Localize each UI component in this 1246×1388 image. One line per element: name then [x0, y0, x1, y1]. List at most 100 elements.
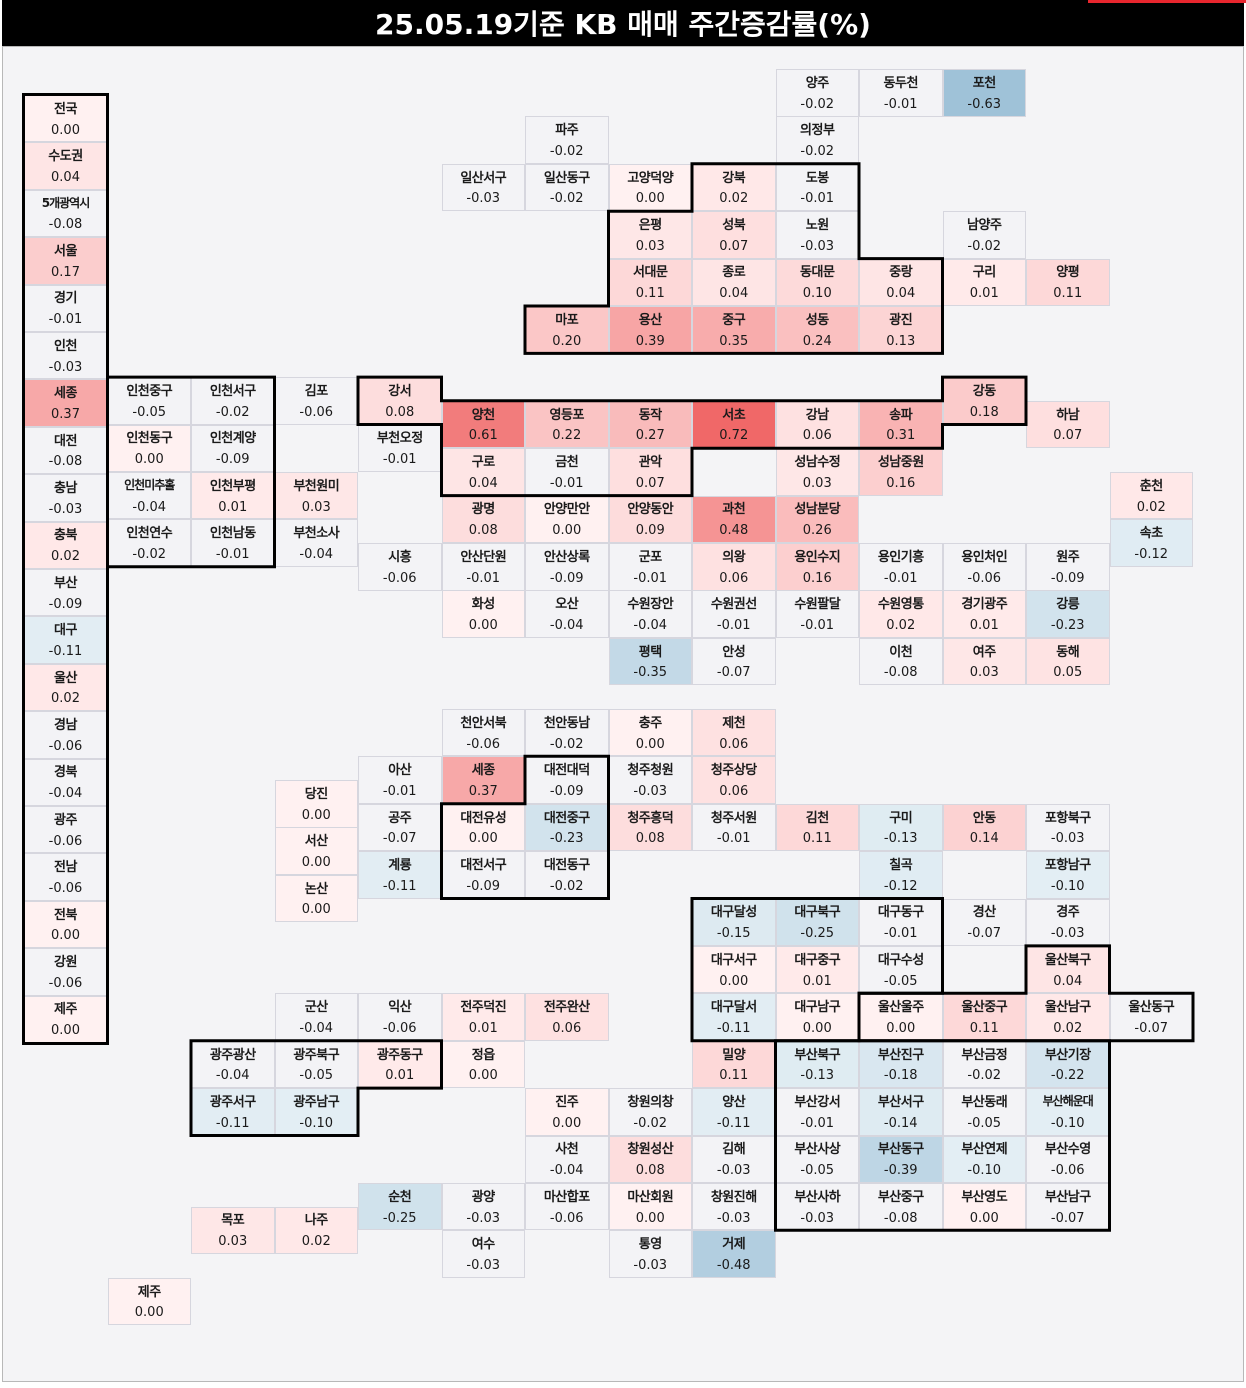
region-cell: 동해 0.05: [1026, 637, 1110, 686]
region-cell: 대구동구 -0.01: [859, 898, 943, 946]
region-cell: 충주 0.00: [608, 708, 692, 757]
region-cell: 제주 0.00: [107, 1277, 191, 1326]
region-value: -0.63: [967, 96, 1002, 112]
region-name: 부천원미: [293, 478, 340, 494]
region-cell: 인천중구 -0.05: [107, 377, 191, 425]
region-name: 울산북구: [1044, 952, 1091, 968]
region-name: 안양동안: [627, 502, 674, 518]
region-value: 0.00: [468, 618, 498, 634]
region-value: -0.06: [382, 1020, 417, 1036]
region-name: 김해: [722, 1142, 746, 1158]
region-name: 천안서북: [460, 715, 507, 731]
region-cell: 김천 0.11: [775, 803, 859, 852]
region-value: -0.02: [549, 878, 584, 894]
region-name: 천안동남: [543, 715, 590, 731]
region-cell: 고양덕양 0.00: [608, 163, 692, 212]
region-name: 통영: [638, 1237, 662, 1253]
region-cell: 부산사하 -0.03: [775, 1182, 859, 1231]
legend-name: 인천: [54, 338, 77, 354]
region-value: -0.13: [800, 1068, 835, 1084]
region-name: 부산연제: [961, 1142, 1008, 1158]
region-name: 중랑: [889, 265, 913, 281]
region-cell: 군산 -0.04: [274, 993, 358, 1041]
region-cell: 일산동구 -0.02: [525, 163, 609, 212]
region-cell: 진주 0.00: [525, 1088, 609, 1136]
region-name: 이천: [889, 644, 913, 660]
region-value: 0.04: [886, 286, 916, 302]
legend-name: 경북: [54, 765, 77, 781]
legend-cell: 충남 -0.03: [24, 474, 107, 522]
region-cell: 종로 0.04: [692, 258, 776, 307]
region-cell: 시흥 -0.06: [358, 543, 442, 591]
region-name: 정읍: [471, 1047, 495, 1063]
region-cell: 인천남동 -0.01: [191, 519, 275, 567]
region-name: 인천중구: [126, 383, 173, 399]
region-cell: 부산금정 -0.02: [942, 1040, 1026, 1089]
region-name: 당진: [304, 786, 328, 802]
region-name: 부산사상: [794, 1142, 841, 1158]
region-value: 0.00: [719, 973, 749, 989]
region-name: 청주흥덕: [627, 810, 674, 826]
region-value: -0.04: [215, 1068, 250, 1084]
region-cell: 경산 -0.07: [942, 898, 1026, 946]
legend-name: 제주: [54, 1002, 77, 1018]
region-value: 0.22: [552, 428, 582, 444]
legend-value: -0.06: [48, 975, 83, 991]
region-value: -0.03: [633, 1257, 668, 1273]
region-value: -0.05: [800, 1163, 835, 1179]
region-value: 0.00: [552, 1115, 582, 1131]
region-cell: 전주덕진 0.01: [441, 993, 525, 1041]
region-cell: 부산수영 -0.06: [1026, 1135, 1110, 1183]
region-value: -0.02: [215, 404, 250, 420]
region-name: 대구중구: [794, 952, 841, 968]
region-value: 0.02: [301, 1234, 331, 1250]
region-name: 부산수영: [1044, 1142, 1091, 1158]
region-value: 0.03: [301, 499, 331, 515]
region-value: -0.12: [1134, 546, 1169, 562]
region-value: 0.14: [969, 831, 999, 847]
region-cell: 원주 -0.09: [1026, 543, 1110, 591]
legend-name: 경남: [54, 718, 77, 734]
legend-value: 0.02: [51, 691, 80, 707]
legend-value: -0.06: [48, 833, 83, 849]
region-name: 용인수지: [794, 549, 841, 565]
region-name: 수원장안: [627, 597, 674, 613]
region-name: 오산: [555, 597, 579, 613]
region-name: 울산동구: [1128, 1000, 1175, 1016]
region-value: 0.00: [134, 452, 164, 468]
legend-cell: 강원 -0.06: [24, 948, 107, 996]
region-value: 0.06: [719, 783, 749, 799]
region-value: -0.09: [549, 570, 584, 586]
region-value: -0.06: [549, 1210, 584, 1226]
region-value: -0.01: [466, 570, 501, 586]
region-name: 성남수정: [794, 455, 841, 471]
region-name: 도봉: [805, 170, 829, 186]
region-value: 0.04: [468, 475, 498, 491]
region-name: 칠곡: [889, 857, 913, 873]
region-cell: 부산강서 -0.01: [775, 1088, 859, 1136]
region-name: 안동: [972, 810, 996, 826]
region-name: 광진: [889, 312, 913, 328]
legend-value: 0.04: [51, 169, 80, 185]
region-cell: 부산연제 -0.10: [942, 1135, 1026, 1183]
region-name: 은평: [638, 218, 662, 234]
region-name: 양평: [1056, 265, 1080, 281]
region-value: -0.06: [382, 570, 417, 586]
region-value: 0.61: [468, 428, 498, 444]
region-map: 전국 0.00 수도권 0.04 5개광역시 -0.08 서울 0.17 경기 -0.01 인천 -0…: [2, 46, 1244, 1382]
region-value: -0.03: [633, 783, 668, 799]
region-cell: 청주흥덕 0.08: [608, 803, 692, 852]
region-cell: 세종 0.37: [441, 756, 525, 804]
region-cell: 양주 -0.02: [775, 69, 859, 117]
region-cell: 송파 0.31: [859, 400, 943, 449]
region-name: 강남: [805, 407, 829, 423]
region-cell: 대구북구 -0.25: [775, 898, 859, 946]
region-name: 수원팔달: [794, 597, 841, 613]
region-value: 0.13: [886, 333, 916, 349]
region-value: -0.05: [132, 404, 167, 420]
region-value: -0.01: [800, 1115, 835, 1131]
region-cell: 사천 -0.04: [525, 1135, 609, 1183]
legend-name: 경기: [54, 291, 77, 307]
legend-value: -0.01: [48, 312, 83, 328]
region-value: -0.10: [299, 1115, 334, 1131]
